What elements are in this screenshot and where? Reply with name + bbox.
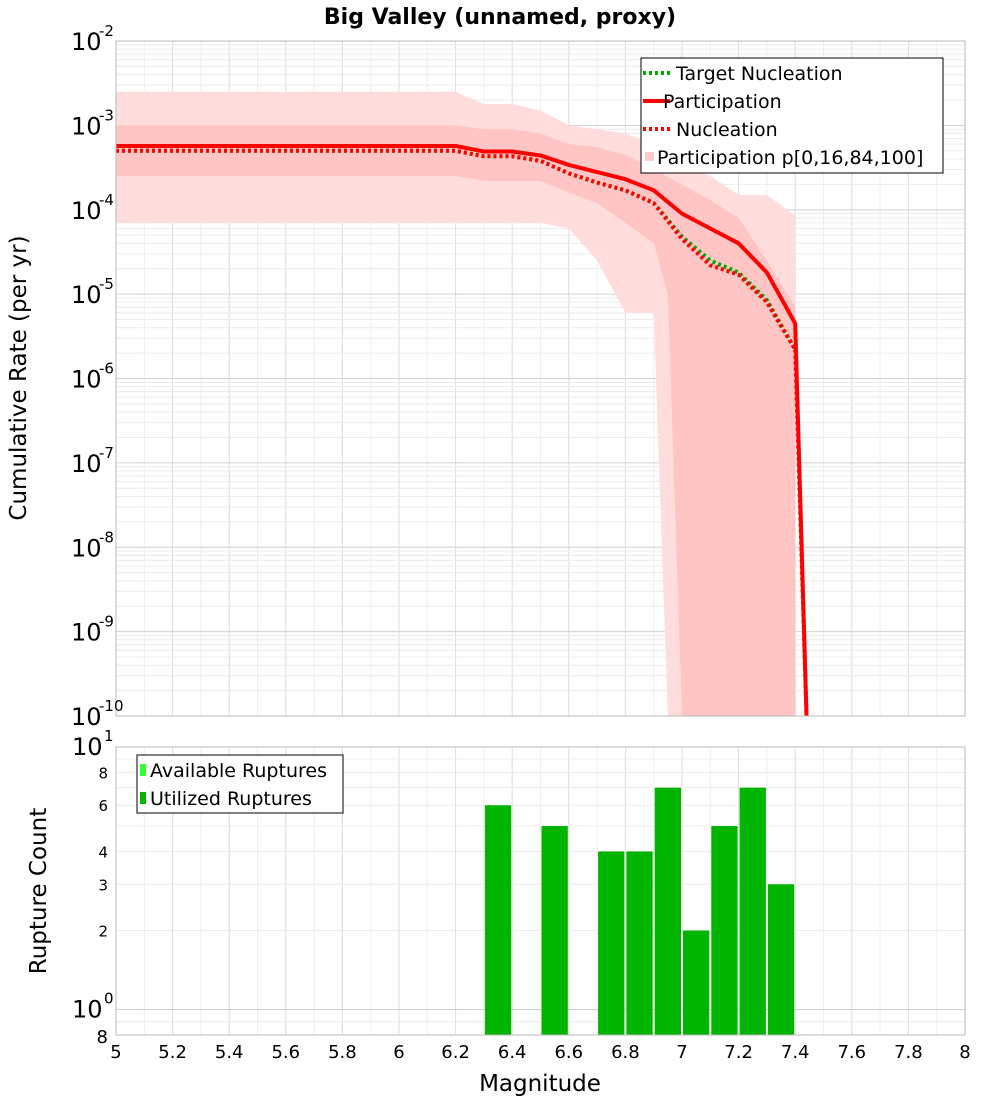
top-y-tick-exp: -4 [99, 191, 114, 209]
bottom-x-tick: 6.8 [611, 1042, 640, 1063]
bottom-x-tick: 7.2 [724, 1042, 753, 1063]
bottom-x-tick: 7.6 [837, 1042, 866, 1063]
top-y-tick-base: 10 [71, 366, 102, 394]
top-y-axis-label: Cumulative Rate (per yr) [6, 235, 32, 520]
rupture-bar [484, 805, 512, 1035]
bottom-plot-frame [115, 746, 966, 1036]
bottom-y-tick-exp: 1 [104, 727, 114, 745]
top-y-tick-base: 10 [71, 28, 102, 56]
rupture-bar [626, 851, 653, 1035]
x-axis-label: Magnitude [479, 1071, 601, 1097]
bottom-y-minor-tick: 3 [98, 876, 108, 894]
bottom-x-tick: 7 [676, 1042, 687, 1063]
top-y-tick-exp: -9 [99, 613, 114, 631]
top-y-tick-base: 10 [71, 112, 102, 140]
bottom-x-ticks: 5 5.2 5.4 5.6 5.8 6 6.2 6.4 6.6 6.8 7 7.2 7.4 7.6 7.8 8 [110, 1042, 970, 1063]
band-1 [116, 125, 796, 716]
bottom-y-minor-tick: 8 [98, 764, 108, 782]
top-legend: Target Nucleation Participation Nucleation… [640, 57, 944, 174]
bottom-bars [484, 787, 795, 1035]
top-y-tick-exp: -2 [99, 22, 114, 40]
rupture-bar [654, 787, 681, 1035]
bottom-x-tick: 8 [959, 1042, 970, 1063]
legend-label: Participation p[0,16,84,100] [657, 147, 923, 169]
top-y-tick-exp: -6 [99, 360, 114, 378]
bottom-y-tick-base: 10 [72, 733, 103, 761]
series-line-nucleation-drop [793, 349, 809, 717]
bottom-x-tick: 6.6 [554, 1042, 583, 1063]
bottom-x-tick: 5.6 [271, 1042, 300, 1063]
bottom-x-tick: 6.4 [498, 1042, 527, 1063]
bottom-x-tick: 7.8 [894, 1042, 923, 1063]
chart-title: Big Valley (unnamed, proxy) [324, 5, 676, 30]
bottom-legend-box [136, 754, 344, 814]
band-0 [116, 91, 796, 716]
bottom-y-minor-tick: 4 [98, 843, 108, 861]
bottom-x-tick: 6.2 [441, 1042, 470, 1063]
bottom-legend-label: Utilized Ruptures [150, 788, 312, 810]
top-y-tick-exp: -10 [99, 697, 124, 715]
bottom-y-tick-exp: 0 [104, 990, 114, 1008]
bottom-x-tick: 5.8 [328, 1042, 357, 1063]
top-legend-box [640, 57, 944, 174]
top-series [116, 143, 809, 717]
bottom-x-tick: 7.4 [781, 1042, 810, 1063]
bottom-legend-label: Available Ruptures [150, 760, 327, 782]
rupture-bar [683, 930, 710, 1035]
top-bands [116, 91, 796, 716]
bottom-legend: Available Ruptures Utilized Ruptures [136, 754, 344, 814]
top-y-tick-exp: -3 [99, 106, 114, 124]
bottom-x-tick: 5 [110, 1042, 121, 1063]
bottom-y-minor-tick: 6 [98, 797, 108, 815]
bottom-x-tick: 5.4 [215, 1042, 244, 1063]
bottom-x-tick: 5.2 [158, 1042, 187, 1063]
bottom-legend-swatch [140, 792, 146, 804]
rupture-bar [598, 851, 625, 1035]
series-line-1 [116, 143, 809, 717]
bottom-legend-swatch [140, 764, 146, 776]
top-y-ticks: 10-210-310-410-510-610-710-810-910-10 [71, 22, 124, 731]
bottom-y-minor-tick: 8 [97, 1027, 108, 1048]
bottom-y-axis-label: Rupture Count [26, 808, 52, 974]
top-y-tick-base: 10 [71, 534, 102, 562]
top-y-tick-base: 10 [71, 703, 102, 731]
legend-label: Nucleation [676, 119, 778, 141]
top-y-tick-exp: -5 [99, 275, 114, 293]
bottom-x-tick: 6 [393, 1042, 404, 1063]
top-y-tick-exp: -7 [99, 444, 114, 462]
top-y-tick-base: 10 [71, 450, 102, 478]
rupture-bar [711, 826, 738, 1035]
legend-label: Target Nucleation [675, 63, 843, 85]
rupture-bar [541, 826, 568, 1035]
top-y-tick-base: 10 [71, 197, 102, 225]
legend-swatch-band [645, 152, 654, 161]
top-y-tick-base: 10 [71, 281, 102, 309]
series-line-2 [116, 148, 797, 351]
rupture-bar [739, 787, 766, 1035]
legend-label: Participation [663, 91, 782, 113]
bottom-y-minor-tick: 2 [98, 923, 108, 941]
rupture-bar [767, 884, 795, 1035]
bottom-y-tick-base: 10 [72, 996, 103, 1024]
top-plot-frame [115, 40, 966, 717]
top-y-tick-exp: -8 [99, 528, 114, 546]
top-y-tick-base: 10 [71, 619, 102, 647]
